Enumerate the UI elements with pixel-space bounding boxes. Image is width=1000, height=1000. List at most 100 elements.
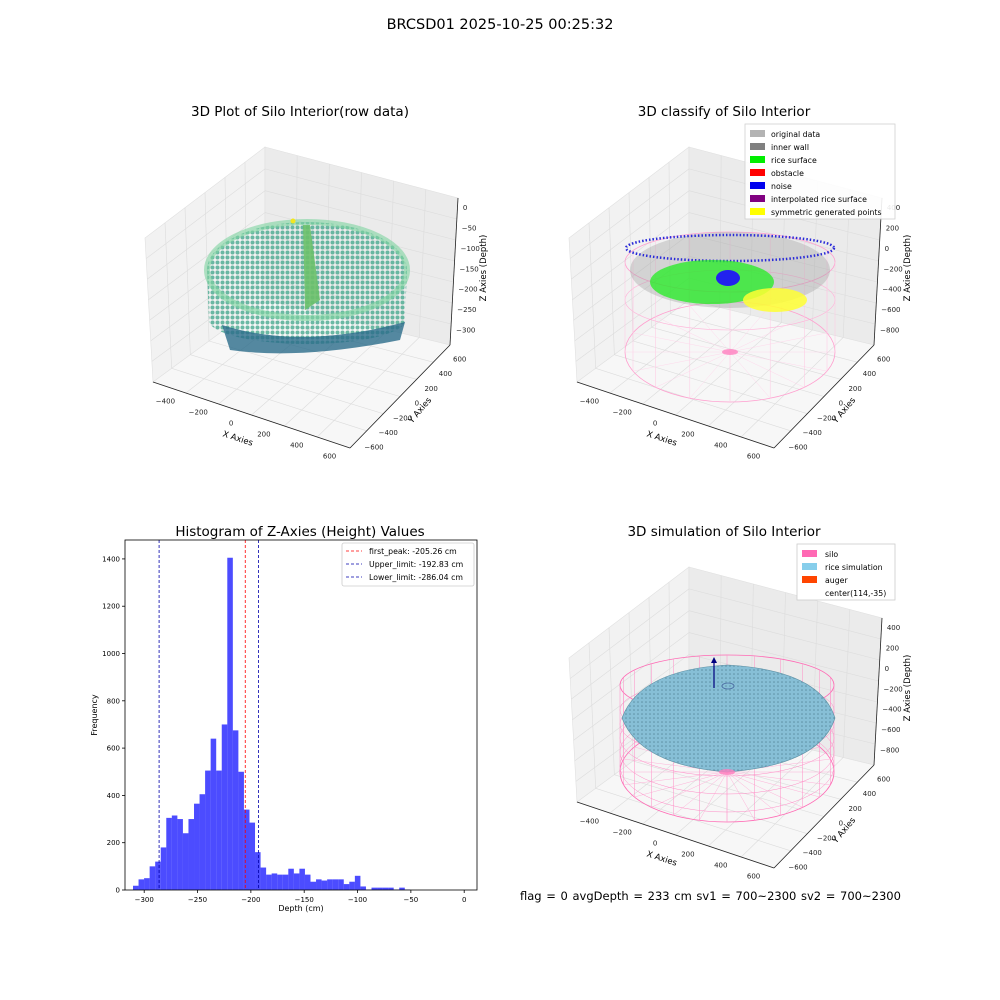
hist-bar — [177, 819, 183, 890]
hist-bar — [216, 770, 222, 890]
hist-bar — [238, 771, 244, 890]
sim-grid-line — [688, 610, 880, 661]
sim-z-tick-label: −600 — [881, 726, 900, 734]
hist-bar — [304, 874, 311, 890]
cls-floor-spoke — [655, 351, 731, 388]
hist-bar — [338, 879, 344, 890]
hist-x-axis-label: Depth (cm) — [278, 904, 323, 913]
classify-panel-title: 3D classify of Silo Interior — [637, 104, 811, 120]
raw-z-tick-label: −150 — [460, 265, 479, 273]
cls-x-tick-label: −200 — [613, 409, 632, 417]
raw-grid-line — [184, 207, 191, 355]
raw-x-axis-label: X Axies — [221, 429, 254, 448]
cls-legend-label: noise — [771, 182, 792, 191]
sim-x-tick-label: 600 — [747, 873, 760, 881]
raw-z-axis-label: Z Axies (Depth) — [479, 235, 489, 302]
hist-bar — [266, 874, 272, 890]
hist-bar — [288, 868, 294, 890]
cls-z-axis-label: Z Axies (Depth) — [903, 235, 913, 302]
cls-floor-spoke — [689, 351, 731, 399]
hist-bar — [360, 886, 366, 890]
cls-legend-label: inner wall — [771, 143, 809, 152]
hist-bar — [299, 868, 305, 890]
cls-legend-label: symmetric generated points — [771, 208, 882, 217]
cls-grid-line — [588, 222, 596, 369]
hist-x-tick-label: 0 — [462, 896, 466, 904]
hist-y-tick-label: 1200 — [102, 603, 120, 611]
raw-z-tick-label: 0 — [463, 204, 467, 212]
cls-center-mark — [722, 349, 738, 355]
raw-y-tick-label: 0 — [415, 400, 419, 408]
cls-floor-spoke — [729, 351, 828, 372]
hist-bar — [371, 887, 378, 890]
sim-legend-label: center(114,-35) — [825, 589, 886, 598]
hist-bar — [188, 819, 195, 890]
sim-grid-line — [588, 642, 596, 789]
cls-grid-line — [573, 234, 690, 321]
cls-y-tick-label: 600 — [877, 355, 890, 363]
sim-grid-line — [688, 632, 879, 682]
cls-grid-line — [628, 192, 634, 342]
hist-x-tick-label: −200 — [241, 896, 260, 904]
cls-floor-spoke — [655, 316, 731, 353]
raw-grid-line — [264, 168, 457, 220]
cls-y-tick-label: 0 — [839, 400, 843, 408]
sim-floor-spoke — [651, 771, 728, 808]
raw-grid-line — [264, 190, 456, 241]
raw-y-tick-label: 200 — [424, 385, 437, 393]
sim-z-tick-label: 200 — [886, 644, 899, 652]
raw-floor-points — [222, 322, 405, 354]
cls-y-tick-label: 200 — [848, 385, 861, 393]
sim-legend-label: silo — [825, 550, 838, 559]
hist-bar — [332, 879, 339, 890]
cls-legend-swatch — [750, 208, 765, 215]
hist-bar — [377, 887, 383, 890]
raw-y-tick-label: −400 — [379, 429, 398, 437]
cls-floor-spoke — [729, 332, 828, 353]
cls-grid-line — [688, 212, 879, 262]
hist-bar — [271, 873, 278, 890]
cls-x-tick-label: 0 — [653, 420, 657, 428]
cls-grid-line — [608, 207, 615, 355]
hist-bar — [138, 879, 145, 890]
hist-bar — [343, 884, 350, 890]
sim-legend-swatch — [802, 576, 817, 583]
cls-floor-spoke — [729, 351, 771, 399]
hist-bar — [327, 879, 333, 890]
sim-z-tick-label: 0 — [885, 665, 889, 673]
raw-y-axis-label: Y Axies — [406, 395, 434, 426]
sim-grid-line — [569, 588, 690, 679]
raw-y-tick-label: 400 — [439, 370, 452, 378]
hist-legend-label: Lower_limit: -286.04 cm — [369, 573, 463, 582]
raw-y-axis-line — [349, 344, 451, 449]
hist-bar — [349, 881, 355, 890]
sim-z-tick-label: −800 — [880, 747, 899, 755]
raw-z-axis-line — [449, 197, 459, 346]
raw-x-axis-line — [152, 381, 351, 449]
cls-z-tick-label: 0 — [885, 245, 889, 253]
sim-floor-spoke — [726, 771, 803, 808]
hist-y-tick-label: 1400 — [102, 555, 120, 563]
sim-y-tick-label: −200 — [817, 834, 836, 842]
hist-bar — [293, 873, 300, 890]
raw-grid-line — [145, 168, 266, 259]
hist-bar — [249, 822, 256, 890]
cls-floor-spoke — [729, 316, 805, 353]
sim-auger-tip — [711, 657, 717, 663]
cls-legend-label: interpolated rice surface — [771, 195, 867, 204]
raw-auger-points — [303, 225, 320, 310]
histogram-title: Histogram of Z-Axies (Height) Values — [175, 524, 425, 540]
sim-floor-spoke — [699, 771, 728, 821]
cls-legend-box — [744, 123, 896, 220]
hist-bar — [321, 880, 328, 890]
cls-z-axis-line — [873, 197, 883, 346]
hist-y-tick-label: 1000 — [102, 650, 120, 658]
raw-grid-line — [164, 222, 172, 369]
sim-grid-line — [573, 654, 690, 741]
raw-grid-line — [418, 189, 427, 338]
cls-grid-line — [670, 313, 858, 363]
hist-x-tick-label: −300 — [135, 896, 154, 904]
cls-grid-line — [648, 177, 652, 328]
